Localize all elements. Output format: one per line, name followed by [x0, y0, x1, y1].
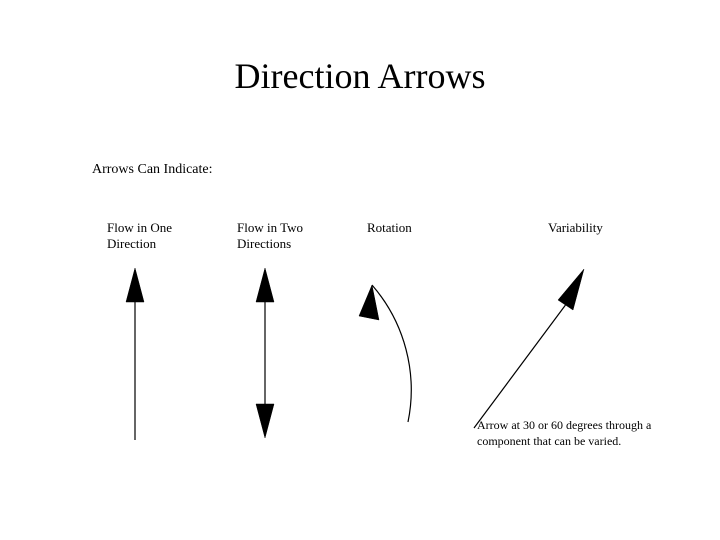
page: Direction Arrows Arrows Can Indicate: Fl… — [0, 0, 720, 540]
arrows-canvas — [0, 0, 720, 540]
arrows-group — [126, 268, 584, 440]
